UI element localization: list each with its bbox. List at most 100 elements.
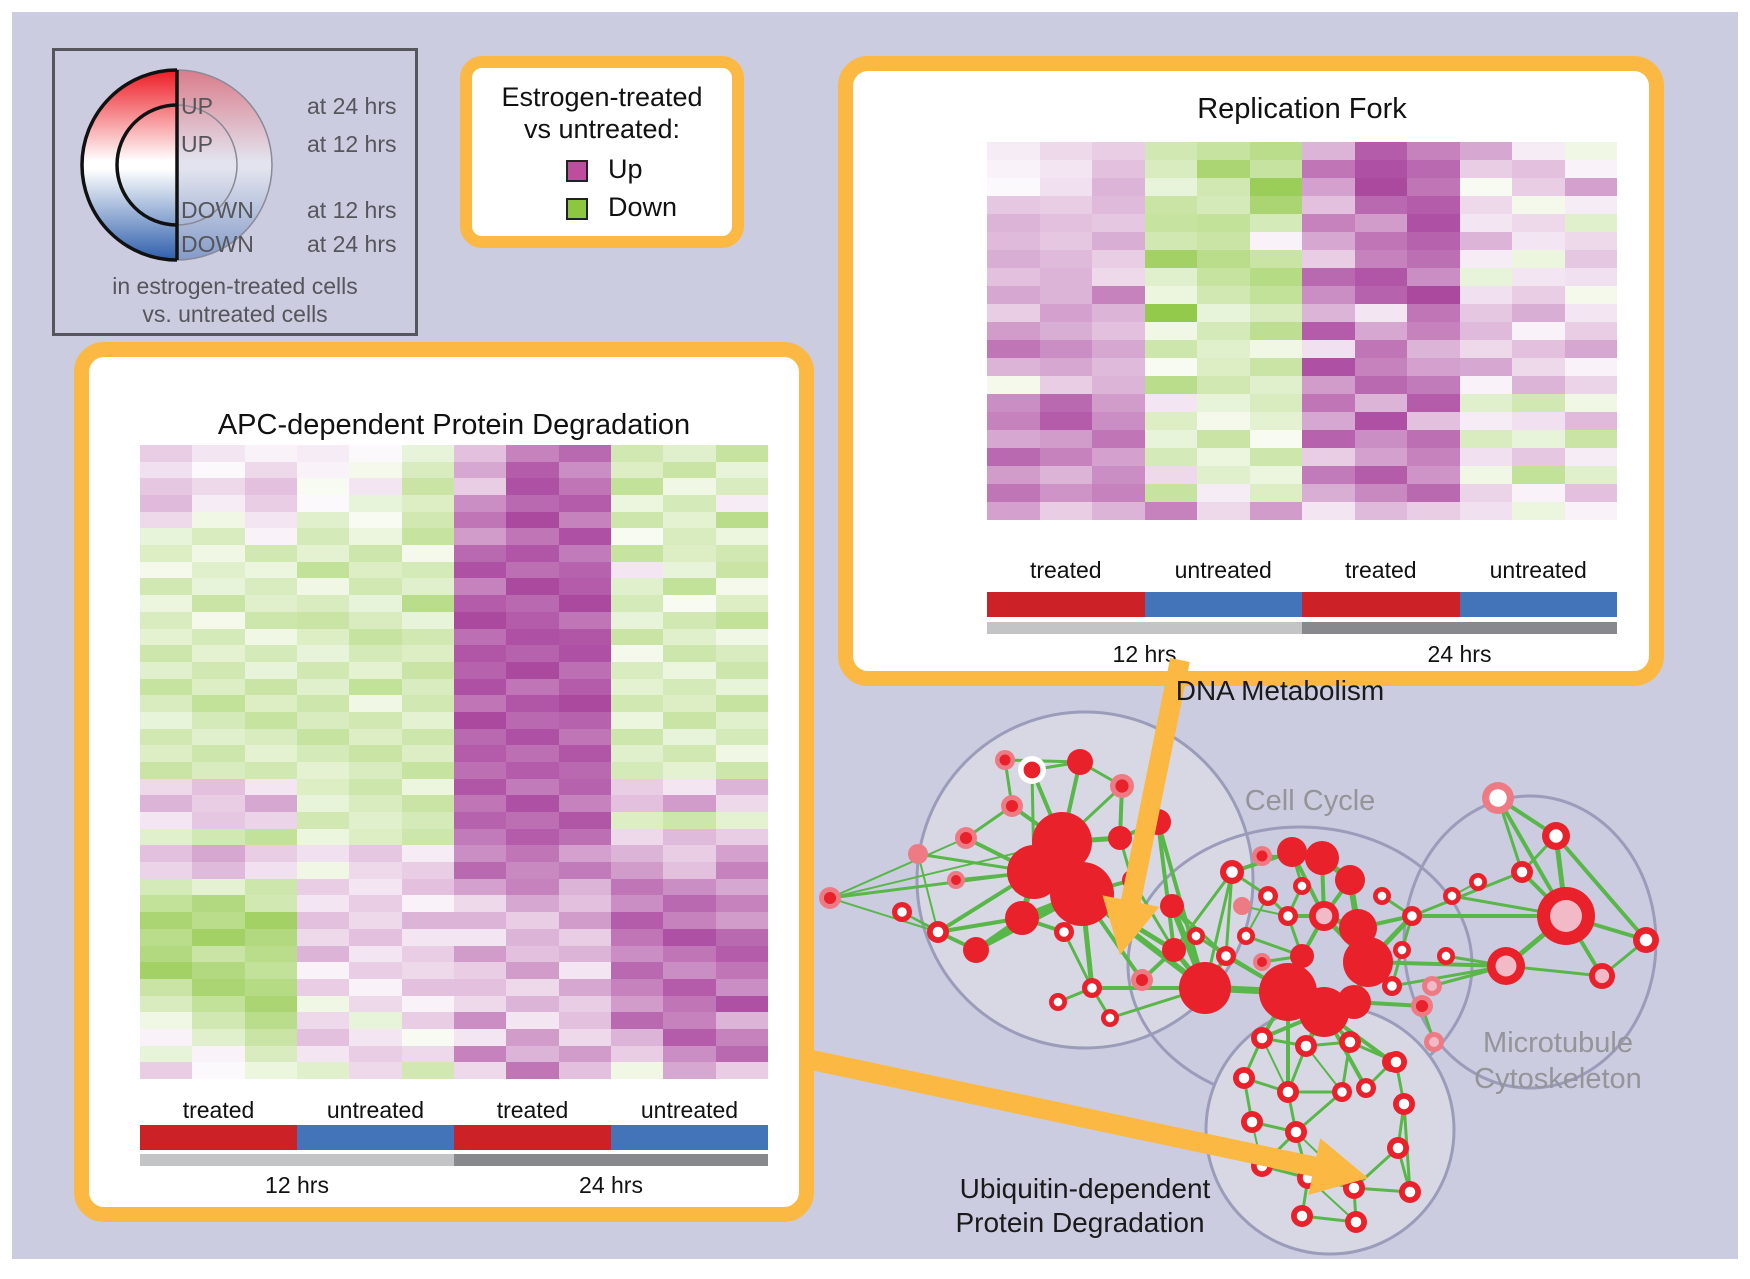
heatmap-cell <box>401 1045 454 1063</box>
heatmap-cell <box>1354 412 1407 430</box>
heatmap-cell <box>610 995 664 1013</box>
heatmap-cell <box>506 511 559 529</box>
heatmap-cell <box>192 828 245 846</box>
condition-color-bar <box>1144 592 1302 617</box>
heatmap-cell <box>1144 232 1197 250</box>
heatmap-cell <box>1039 160 1092 178</box>
heatmap-cell <box>453 461 507 479</box>
heatmap-cell <box>558 828 611 846</box>
heatmap-cell <box>1302 376 1355 394</box>
legend-caption-line2: vs. untreated cells <box>142 301 328 327</box>
heatmap-cell <box>558 611 611 629</box>
heatmap-cell <box>1092 178 1145 196</box>
heatmap-cell <box>244 661 297 679</box>
heatmap-cell <box>1564 412 1617 430</box>
heatmap-cell <box>610 611 664 629</box>
heatmap-cell <box>296 912 350 929</box>
heatmap-cell <box>663 895 716 913</box>
heatmap-cell <box>1039 412 1092 430</box>
heatmap-cell <box>244 611 297 629</box>
heatmap-cell <box>1039 232 1092 250</box>
heatmap-cell <box>1459 178 1512 196</box>
heatmap-cell <box>715 645 768 662</box>
heatmap-cell <box>453 1045 507 1063</box>
heatmap-cell <box>1564 142 1617 160</box>
heatmap-cell <box>1564 160 1617 178</box>
condition-label: untreated <box>1174 557 1272 583</box>
heatmap-cell <box>1459 322 1512 340</box>
heatmap-cell <box>663 578 716 596</box>
heatmap-cell <box>401 978 454 996</box>
heatmap-cell <box>192 928 245 946</box>
estrogen-legend-title-line1: Estrogen-treated <box>501 82 703 112</box>
heatmap-cell <box>558 962 611 979</box>
heatmap-cell <box>1092 268 1145 286</box>
heatmap-cell <box>1512 502 1565 520</box>
heatmap-cell <box>558 628 611 646</box>
time-label: 12 hrs <box>1112 641 1177 667</box>
heatmap-cell <box>610 745 664 762</box>
heatmap-cell <box>610 1028 664 1046</box>
rf-panel-title: Replication Fork <box>1197 93 1407 125</box>
heatmap-cell <box>296 611 350 629</box>
heatmap-cell <box>296 945 350 963</box>
heatmap-cell <box>1354 448 1407 466</box>
heatmap-cell <box>987 196 1040 214</box>
heatmap-cell <box>296 995 350 1013</box>
heatmap-cell <box>192 978 245 996</box>
heatmap-cell <box>140 962 193 979</box>
heatmap-cell <box>987 502 1040 520</box>
heatmap-cell <box>296 578 350 596</box>
heatmap-cell <box>610 1012 664 1029</box>
heatmap-cell <box>610 678 664 696</box>
figure-background: UP at 24 hrs UP at 12 hrs DOWN at 12 hrs… <box>12 12 1738 1259</box>
heatmap-cell <box>663 511 716 529</box>
heatmap-cell <box>192 561 245 579</box>
heatmap-cell <box>349 545 402 562</box>
heatmap-cell <box>1039 430 1092 448</box>
heatmap-cell <box>506 645 559 662</box>
heatmap-cell <box>1512 196 1565 214</box>
heatmap-cell <box>244 695 297 712</box>
heatmap-cell <box>1407 376 1460 394</box>
heatmap-cell <box>401 645 454 662</box>
heatmap-cell <box>610 1062 664 1079</box>
heatmap-cell <box>140 661 193 679</box>
heatmap-cell <box>349 661 402 679</box>
heatmap-cell <box>987 268 1040 286</box>
heatmap-cell <box>401 545 454 562</box>
heatmap-cell <box>506 1045 559 1063</box>
heatmap-cell <box>192 945 245 963</box>
heatmap-cell <box>244 845 297 863</box>
heatmap-cell <box>610 895 664 913</box>
heatmap-cell <box>349 845 402 863</box>
heatmap-cell <box>1144 466 1197 484</box>
heatmap-cell <box>453 645 507 662</box>
heatmap-cell <box>1407 268 1460 286</box>
heatmap-cell <box>401 745 454 762</box>
heatmap-cell <box>244 461 297 479</box>
heatmap-cell <box>453 445 507 462</box>
heatmap-cell <box>558 1062 611 1079</box>
heatmap-cell <box>663 495 716 512</box>
heatmap-cell <box>558 995 611 1013</box>
heatmap-cell <box>1249 394 1302 412</box>
heatmap-cell <box>1249 376 1302 394</box>
heatmap-cell <box>1144 196 1197 214</box>
heatmap-cell <box>453 795 507 813</box>
heatmap-cell <box>1407 232 1460 250</box>
heatmap-cell <box>140 862 193 879</box>
heatmap-cell <box>1407 358 1460 376</box>
heatmap-cell <box>663 962 716 979</box>
heatmap-cell <box>663 912 716 929</box>
apc-degradation-panel: APC-dependent Protein Degradation treate… <box>74 342 814 1222</box>
heatmap-cell <box>1197 502 1250 520</box>
heatmap-cell <box>401 995 454 1013</box>
heatmap-cell <box>1407 214 1460 232</box>
heatmap-cell <box>1407 502 1460 520</box>
heatmap-cell <box>1249 502 1302 520</box>
heatmap-cell <box>558 511 611 529</box>
heatmap-cell <box>349 578 402 596</box>
heatmap-cell <box>1459 484 1512 502</box>
heatmap-cell <box>349 1012 402 1029</box>
